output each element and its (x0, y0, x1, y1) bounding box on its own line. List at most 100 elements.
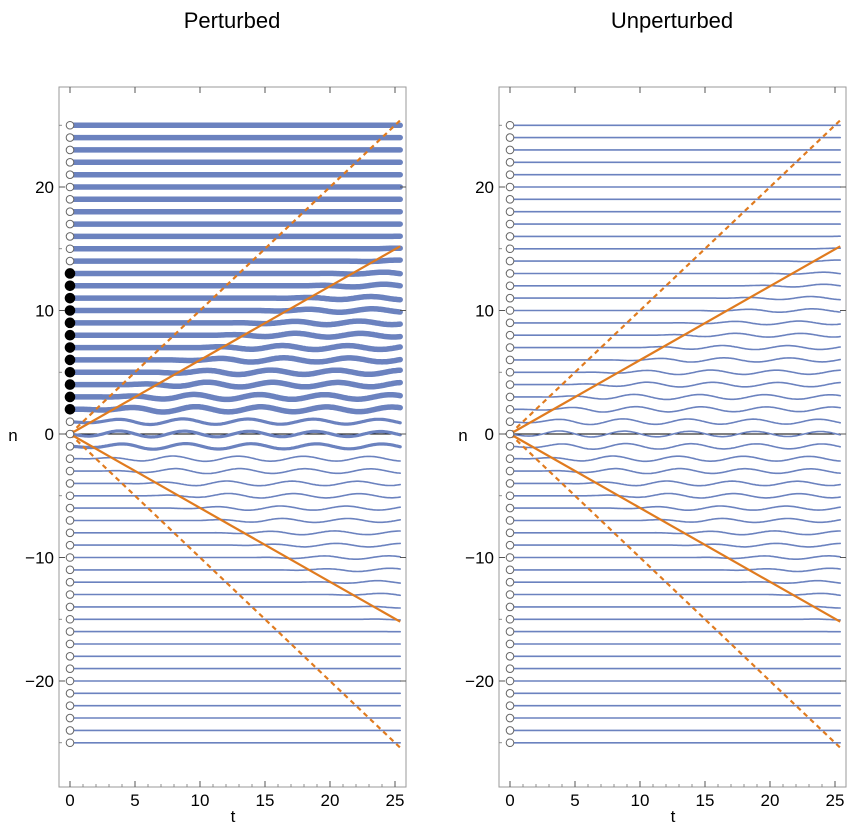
x-tick-label: 25 (826, 791, 845, 810)
site-marker-empty (505, 195, 515, 204)
site-marker-empty (505, 306, 515, 315)
light-cone-dashed-lower (509, 433, 841, 749)
chart-title: Perturbed (184, 8, 281, 33)
y-tick-label: 20 (35, 178, 54, 197)
light-cone-solid-lower (509, 433, 841, 623)
site-marker-empty (505, 627, 515, 636)
site-trajectory-line (68, 442, 402, 451)
site-trajectory-line (509, 530, 841, 536)
site-marker-empty (505, 417, 515, 426)
site-marker-empty (65, 652, 75, 661)
site-marker-empty (65, 738, 75, 748)
site-marker-empty (505, 701, 515, 711)
site-trajectory-line (67, 403, 403, 415)
site-marker-empty (505, 565, 515, 575)
site-trajectory-line (68, 429, 402, 439)
site-marker-filled (64, 292, 76, 304)
site-trajectory-line (69, 555, 401, 560)
site-trajectory-line (69, 618, 401, 621)
site-marker-empty (505, 120, 515, 130)
site-trajectory-line (67, 318, 403, 328)
site-marker-empty (65, 590, 75, 599)
site-marker-empty (65, 565, 75, 575)
site-marker-filled (64, 305, 76, 316)
site-trajectory-line (509, 505, 841, 511)
site-marker-filled (64, 342, 76, 353)
site-marker-empty (65, 232, 75, 241)
site-marker-empty (505, 392, 515, 402)
site-trajectory-line (69, 517, 401, 524)
x-tick-label: 10 (191, 791, 210, 810)
y-axis-label: n (458, 426, 467, 445)
site-trajectory-line (509, 418, 841, 426)
site-marker-empty (65, 713, 75, 723)
site-marker-empty (505, 318, 515, 328)
site-marker-filled (64, 268, 76, 279)
site-trajectory-line (509, 467, 841, 475)
site-marker-empty (505, 553, 515, 562)
y-tick-label: −10 (25, 549, 54, 568)
site-marker-empty (65, 256, 75, 266)
site-trajectory-line (67, 281, 403, 290)
site-marker-empty (65, 417, 75, 426)
site-trajectory-line (509, 579, 841, 584)
site-trajectory-line (509, 320, 841, 326)
y-tick-label: 10 (35, 302, 54, 321)
site-marker-empty (65, 195, 75, 204)
site-trajectory-line (67, 330, 403, 340)
site-marker-empty (65, 689, 75, 698)
site-marker-empty (65, 120, 75, 130)
site-marker-empty (505, 343, 515, 352)
site-marker-empty (505, 269, 515, 278)
site-trajectory-line (69, 467, 401, 475)
site-marker-empty (65, 466, 75, 476)
panel-perturbed: Perturbed 0 5 10 15 20 25 −20 −10 0 10 20 t n (8, 8, 407, 826)
site-marker-filled (64, 317, 76, 329)
site-trajectory-line (509, 247, 841, 250)
light-cone-dashed-upper (69, 119, 401, 435)
site-marker-empty (65, 553, 75, 562)
site-trajectory-line (509, 332, 841, 338)
site-trajectory-line (509, 405, 841, 413)
x-axis-label: t (231, 807, 236, 826)
site-marker-empty (65, 540, 75, 550)
site-marker-empty (505, 726, 515, 735)
site-marker-empty (505, 158, 515, 167)
site-trajectory-line (509, 271, 841, 275)
site-trajectory-line (509, 283, 841, 288)
site-trajectory-line (69, 480, 401, 487)
site-marker-empty (505, 503, 515, 513)
y-tick-label: 0 (45, 425, 54, 444)
light-cone-dashed-lower (69, 433, 401, 749)
y-tick-label: −20 (25, 672, 54, 691)
site-trajectory-line (67, 269, 403, 277)
site-marker-empty (505, 590, 515, 599)
site-marker-empty (65, 627, 75, 636)
site-marker-empty (505, 689, 515, 698)
x-tick-label: 15 (256, 791, 275, 810)
site-marker-empty (65, 491, 75, 501)
site-trajectory-line (509, 259, 841, 263)
site-marker-filled (64, 391, 76, 403)
site-trajectory-line (509, 605, 841, 609)
light-cone-solid-upper (69, 245, 401, 435)
site-marker-empty (65, 182, 75, 192)
site-marker-empty (505, 614, 515, 624)
site-marker-empty (65, 577, 75, 587)
site-marker-empty (505, 232, 515, 241)
site-marker-empty (65, 664, 75, 673)
site-marker-empty (65, 158, 75, 167)
site-marker-empty (65, 244, 75, 254)
site-marker-empty (65, 639, 75, 649)
site-trajectory-line (509, 480, 841, 487)
site-marker-empty (65, 614, 75, 624)
site-marker-empty (505, 664, 515, 673)
site-trajectory-line (509, 542, 841, 548)
site-marker-empty (505, 293, 515, 303)
site-trajectory-line (67, 391, 403, 403)
site-marker-empty (505, 454, 515, 464)
y-axis-label: n (8, 426, 17, 445)
site-marker-empty (505, 639, 515, 649)
x-axis-label: t (671, 807, 676, 826)
